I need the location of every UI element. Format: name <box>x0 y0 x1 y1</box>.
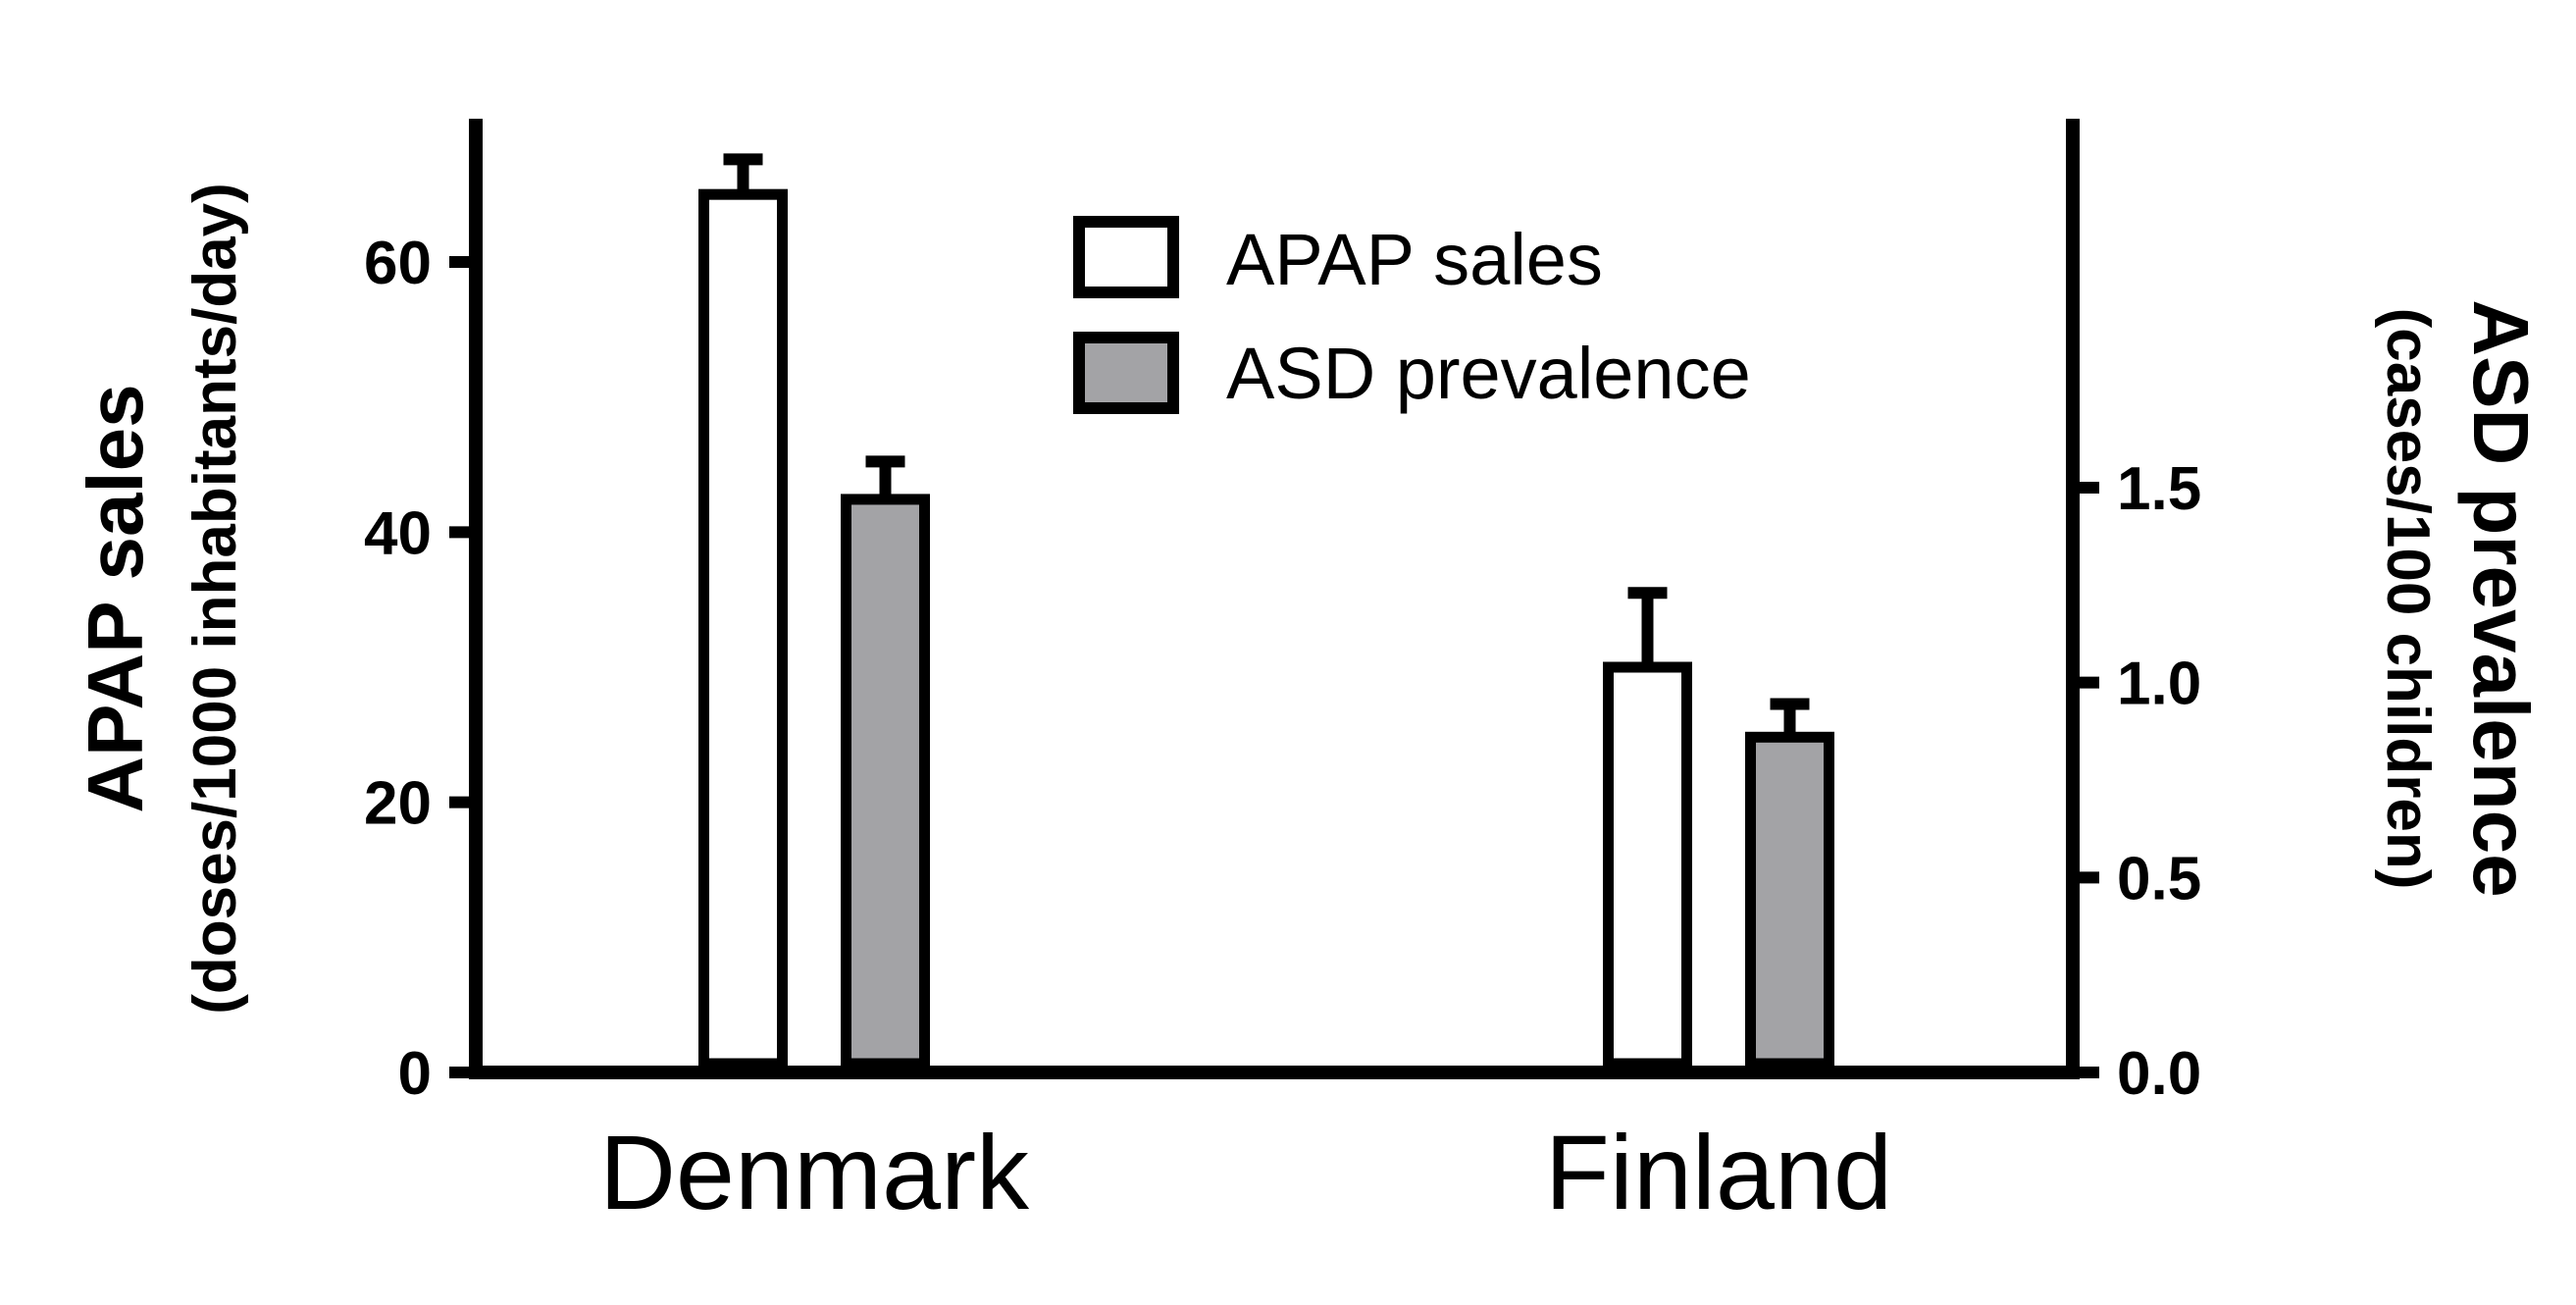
legend-swatch-apap-sales <box>1073 216 1179 298</box>
legend-swatch-asd-prevalence <box>1073 332 1179 414</box>
category-label-denmark: Denmark <box>599 1113 1030 1231</box>
right-tick-label: 0.5 <box>2117 845 2201 913</box>
category-labels: Denmark Finland <box>599 1113 1892 1231</box>
left-tick-label: 0 <box>398 1040 432 1108</box>
left-axis-ticks: 0 20 40 60 <box>364 230 476 1108</box>
category-label-finland: Finland <box>1545 1113 1892 1231</box>
left-axis-title-line1: APAP sales <box>72 384 159 812</box>
right-axis-ticks: 0.0 0.5 1.0 1.5 <box>2073 455 2201 1108</box>
legend-label-asd-prevalence: ASD prevalence <box>1226 333 1751 414</box>
axes <box>469 119 2080 1079</box>
left-axis-title-line2: (doses/1000 inhabitants/day) <box>181 183 249 1015</box>
legend: APAP sales ASD prevalence <box>1073 216 1751 414</box>
left-axis-title: APAP sales (doses/1000 inhabitants/day) <box>72 183 249 1015</box>
right-axis-title: ASD prevalence (cases/100 children) <box>2374 299 2545 897</box>
right-tick-label: 1.5 <box>2117 455 2201 523</box>
bar-apap-sales-finland <box>1603 661 1692 1070</box>
left-tick-label: 40 <box>364 499 432 567</box>
legend-label-apap-sales: APAP sales <box>1226 219 1603 300</box>
left-tick-label: 20 <box>364 770 432 838</box>
right-tick-label: 0.0 <box>2117 1040 2201 1108</box>
right-tick-label: 1.0 <box>2117 651 2201 718</box>
left-tick-label: 60 <box>364 230 432 297</box>
bar-asd-prevalence-finland <box>1745 731 1834 1070</box>
right-axis-title-line2: (cases/100 children) <box>2374 308 2442 890</box>
bar-apap-sales-denmark <box>698 188 788 1070</box>
bars <box>698 153 1834 1070</box>
bar-asd-prevalence-denmark <box>841 494 930 1070</box>
right-axis-title-line1: ASD prevalence <box>2457 299 2545 897</box>
